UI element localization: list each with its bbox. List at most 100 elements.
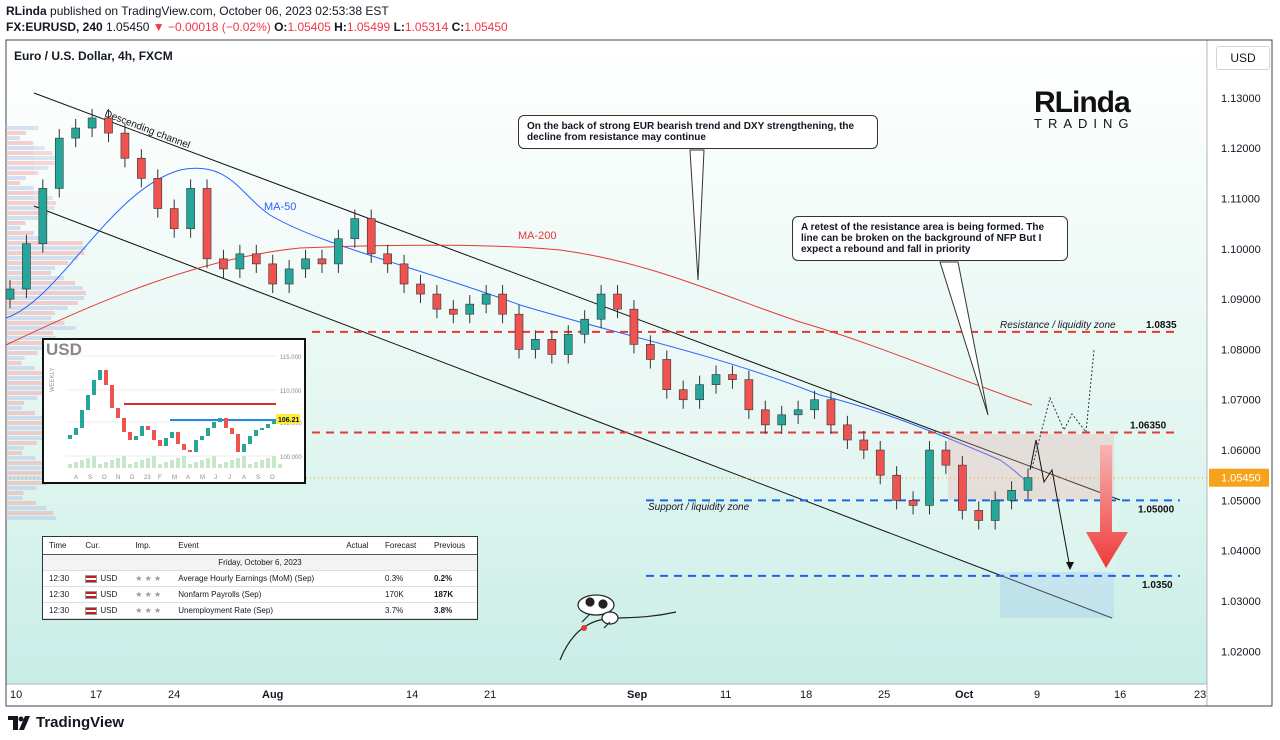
candle-body [251,253,261,265]
note-retest: A retest of the resistance area is being… [792,216,1068,261]
candle-body [481,293,491,305]
volume-profile-bar [6,471,56,475]
inset-volume-bar [266,458,270,468]
symbol-info: FX:EURUSD, 240 1.05450 ▼ −0.00018 (−0.02… [6,20,508,34]
volume-profile-bar [6,361,22,365]
volume-profile-bar [6,131,27,135]
inset-volume-bar [194,462,198,468]
calendar-cell-imp: ★ ★ ★ [129,586,173,603]
calendar-cell-cur: USD [79,602,130,619]
candle-body [580,318,589,335]
volume-profile-bar [6,316,52,320]
inset-tick-y: 115.000 [280,355,302,361]
candle-body [563,334,573,355]
candle-body [613,293,622,310]
volume-profile-bar [6,366,35,370]
time-tick-label: Sep [627,689,647,701]
inset-volume-bar [122,456,126,468]
volume-profile-bar [6,186,34,190]
candle-body [104,117,113,134]
inset-title: USD [46,340,82,359]
candle-body [777,414,787,426]
volume-profile-bar [6,356,25,360]
chart-title: Euro / U.S. Dollar, 4h, FXCM [14,49,173,63]
candle-body [416,283,425,295]
inset-volume-bar [170,460,174,468]
inset-candle [80,410,84,428]
inset-volume-bar [200,460,204,468]
publish-info: RLinda published on TradingView.com, Oct… [6,4,389,18]
channel-fill [34,93,1120,618]
volume-profile-bar [6,141,34,145]
candle-body [908,500,918,506]
inset-volume-bar [104,462,108,468]
support-zone-label: Support / liquidity zone [648,502,750,513]
inset-volume-bar [248,464,252,468]
price-axis[interactable]: 1.13000 1.12000 1.11000 1.10000 1.09000 1.080… [1209,93,1269,658]
inset-candle [266,424,270,428]
volume-profile-bar [6,171,39,175]
inset-candle [146,426,150,430]
inset-tick-x: M [200,475,205,481]
volume-profile-bar [6,261,68,265]
calendar-cell-previous: 0.2% [428,570,477,587]
level-label: 1.05000 [1138,504,1175,515]
calendar-row: 12:30 USD ★ ★ ★ Average Hourly Earnings (Mo… [43,570,477,587]
volume-profile-bar [6,381,56,385]
calendar-cell-cur: USD [79,570,130,587]
inset-candle [218,418,222,422]
currency-button[interactable]: USD [1216,46,1270,70]
calendar-header: Forecast [379,537,428,555]
volume-profile-bar [6,426,56,430]
inset-candle [122,418,126,432]
volume-profile-bar [6,396,38,400]
inset-volume-bar [182,456,186,468]
time-tick-label: 18 [800,689,812,701]
inset-price-tag-label: 106.21 [278,417,300,424]
calendar-header: Imp. [129,537,173,555]
volume-profile-bar [6,486,37,490]
inset-volume-bar [272,456,276,468]
calendar-cell-previous: 187K [428,586,477,603]
inset-volume-bar [134,462,138,468]
inset-volume-bar [74,462,78,468]
inset-candle [86,395,90,410]
inset-candle [260,428,264,430]
price-tick-label: 1.08000 [1221,344,1261,356]
candle-body [596,293,606,320]
candle-body [301,258,310,270]
inset-tick-y: 100.000 [280,455,302,461]
candle-body [892,474,901,501]
volume-profile-bar [6,421,54,425]
us-flag-icon [85,590,98,599]
volume-profile-bar [6,251,85,255]
calendar-header: Actual [340,537,380,555]
inset-volume-bar [176,458,180,468]
logo-sub: TRADING [1034,116,1135,131]
tradingview-brand[interactable]: TradingView [8,714,124,731]
volume-profile-bar [6,506,47,510]
calendar-cell-event: Unemployment Rate (Sep) [172,602,341,619]
volume-profile-bar [6,401,25,405]
calendar-cell-forecast: 170K [379,586,428,603]
calendar-row: 12:30 USD ★ ★ ★ Nonfarm Payrolls (Sep) 170K 1… [43,586,477,603]
calendar-header: Time [43,537,80,555]
inset-volume-bar [206,458,210,468]
candle-body [678,389,688,401]
inset-volume-bar [68,464,72,468]
publisher: RLinda [6,4,47,18]
time-axis[interactable]: 10 17 24 Aug 14 21 Sep 11 18 25 Oct 9 16 23 [10,689,1206,701]
candle-body [38,188,48,245]
volume-profile-bar [6,246,86,250]
calendar-cell-previous: 3.8% [428,602,477,619]
volume-profile-bar [6,151,53,155]
candle-body [810,399,819,411]
candle-body [350,218,360,240]
inset-candle [176,432,180,444]
price-tick-label: 1.02000 [1221,646,1261,658]
calendar-cell-time: 12:30 [43,586,80,603]
candle-body [186,188,195,229]
volume-profile-bar [6,376,54,380]
candle-body [925,449,934,506]
volume-profile-bar [6,181,21,185]
